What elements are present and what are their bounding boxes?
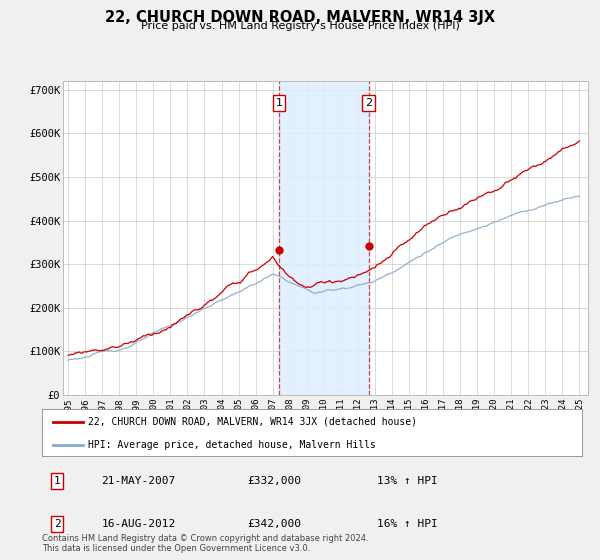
Text: 16-AUG-2012: 16-AUG-2012 — [101, 519, 176, 529]
Text: 22, CHURCH DOWN ROAD, MALVERN, WR14 3JX (detached house): 22, CHURCH DOWN ROAD, MALVERN, WR14 3JX … — [88, 417, 417, 427]
Text: £332,000: £332,000 — [247, 476, 301, 486]
Text: 22, CHURCH DOWN ROAD, MALVERN, WR14 3JX: 22, CHURCH DOWN ROAD, MALVERN, WR14 3JX — [105, 10, 495, 25]
Text: 13% ↑ HPI: 13% ↑ HPI — [377, 476, 437, 486]
Bar — [279, 81, 368, 395]
Text: 1: 1 — [54, 476, 61, 486]
Text: 2: 2 — [365, 98, 372, 108]
Text: 21-MAY-2007: 21-MAY-2007 — [101, 476, 176, 486]
Text: HPI: Average price, detached house, Malvern Hills: HPI: Average price, detached house, Malv… — [88, 440, 376, 450]
Text: £342,000: £342,000 — [247, 519, 301, 529]
Text: 1: 1 — [275, 98, 283, 108]
Text: 16% ↑ HPI: 16% ↑ HPI — [377, 519, 437, 529]
Text: 2: 2 — [54, 519, 61, 529]
Text: Contains HM Land Registry data © Crown copyright and database right 2024.
This d: Contains HM Land Registry data © Crown c… — [42, 534, 368, 553]
Text: Price paid vs. HM Land Registry's House Price Index (HPI): Price paid vs. HM Land Registry's House … — [140, 21, 460, 31]
